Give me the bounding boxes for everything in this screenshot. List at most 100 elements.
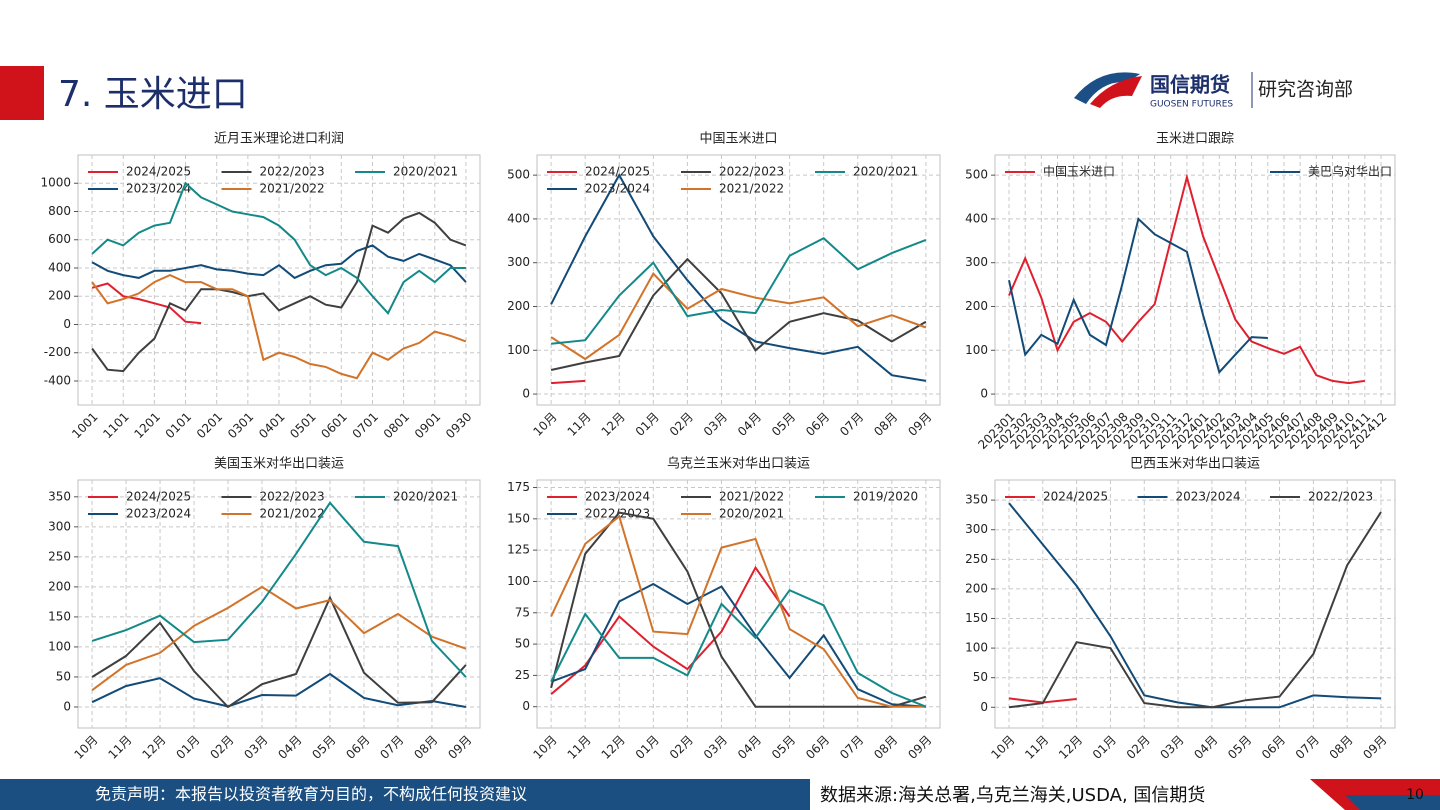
x-tick-label: 10月 [531, 733, 560, 762]
series-line [550, 511, 927, 708]
y-tick-label: 400 [965, 211, 988, 225]
x-tick-label: 11月 [565, 733, 594, 762]
y-tick-label: 500 [965, 168, 988, 182]
y-tick-label: 175 [507, 480, 530, 494]
y-tick-label: 350 [965, 493, 988, 507]
y-tick-label: 350 [48, 489, 71, 503]
y-tick-label: 300 [507, 255, 530, 269]
x-tick-label: 09月 [445, 733, 474, 762]
x-tick-label: 10月 [71, 733, 100, 762]
logo-en: GUOSEN FUTURES [1150, 100, 1233, 110]
x-tick-label: 05月 [309, 733, 338, 762]
x-tick-label: 02月 [1124, 733, 1153, 762]
x-tick-label: 05月 [1225, 733, 1254, 762]
series-line [550, 582, 926, 708]
x-tick-label: 03月 [701, 410, 730, 439]
legend-label: 2022/2023 [1308, 490, 1373, 504]
series-line [91, 244, 467, 283]
x-tick-label: 06月 [803, 733, 832, 762]
x-tick-label: 09月 [905, 733, 934, 762]
data-source: 数据来源:海关总署,乌克兰海关,USDA, 国信期货 [820, 785, 1205, 806]
y-tick-label: 125 [507, 543, 530, 557]
legend-label: 2019/2020 [853, 490, 918, 504]
y-tick-label: 150 [965, 611, 988, 625]
x-tick-label: 12月 [599, 733, 628, 762]
series-line [550, 272, 927, 361]
series-line [550, 173, 927, 382]
legend-label: 2023/2024 [1176, 490, 1241, 504]
legend-label: 2023/2024 [126, 182, 191, 196]
y-tick-label: 200 [965, 581, 988, 595]
legend-label: 2024/2025 [1043, 490, 1108, 504]
y-tick-label: 200 [48, 579, 71, 593]
y-tick-label: -200 [44, 345, 71, 359]
legend-label: 美巴乌对华出口 [1308, 164, 1392, 179]
x-tick-label: 0201 [194, 410, 225, 441]
y-tick-label: 150 [507, 511, 530, 525]
x-tick-label: 04月 [735, 733, 764, 762]
y-tick-label: 300 [965, 255, 988, 269]
x-tick-label: 0930 [443, 410, 474, 441]
y-tick-label: 500 [507, 168, 530, 182]
chart-title: 巴西玉米对华出口装运 [1130, 457, 1260, 472]
x-tick-label: 03月 [241, 733, 270, 762]
legend-label: 2021/2022 [260, 182, 325, 196]
y-tick-label: 150 [48, 609, 71, 623]
legend-label: 2024/2025 [585, 165, 650, 179]
x-tick-label: 01月 [633, 733, 662, 762]
x-tick-label: 1101 [100, 410, 131, 441]
x-tick-label: 07月 [837, 733, 866, 762]
title-bar [0, 66, 44, 120]
x-tick-label: 06月 [1259, 733, 1288, 762]
y-tick-label: 200 [48, 289, 71, 303]
logo-cn: 国信期货 [1150, 73, 1230, 97]
y-tick-label: 200 [507, 299, 530, 313]
chart-title: 乌克兰玉米对华出口装运 [667, 456, 810, 472]
chart-title: 美国玉米对华出口装运 [214, 457, 344, 472]
chart: 美国玉米对华出口装运 0 50 100 150 200 250 300 350 10月 11月 12月… [48, 457, 481, 762]
x-tick-label: 02月 [667, 410, 696, 439]
page-number: 10 [1406, 787, 1424, 803]
x-tick-label: 12月 [139, 733, 168, 762]
x-tick-label: 0401 [256, 410, 287, 441]
series-line [91, 672, 467, 708]
y-tick-label: 50 [973, 670, 988, 684]
chart-title: 玉米进口跟踪 [1156, 132, 1234, 147]
x-tick-label: 0301 [225, 410, 256, 441]
x-tick-label: 08月 [1327, 733, 1356, 762]
y-tick-label: 200 [965, 299, 988, 313]
x-tick-label: 1001 [69, 410, 100, 441]
series-line [91, 595, 467, 709]
x-tick-label: 01月 [173, 733, 202, 762]
series-line [91, 274, 467, 380]
y-tick-label: 25 [515, 668, 530, 682]
legend-label: 2023/2024 [585, 490, 650, 504]
series-line [550, 236, 927, 345]
x-tick-label: 08月 [411, 733, 440, 762]
legend-label: 2020/2021 [853, 165, 918, 179]
x-tick-label: 0701 [350, 410, 381, 441]
legend-label: 2021/2022 [719, 490, 784, 504]
y-tick-label: 0 [980, 700, 988, 714]
series-line [550, 514, 926, 708]
x-tick-label: 12月 [1056, 733, 1085, 762]
x-tick-label: 07月 [377, 733, 406, 762]
chart-title: 近月玉米理论进口利润 [214, 132, 344, 147]
x-tick-label: 04月 [275, 733, 304, 762]
y-tick-label: 0 [522, 387, 530, 401]
y-tick-label: 100 [965, 641, 988, 655]
legend-label: 2023/2024 [126, 507, 191, 521]
y-tick-label: 50 [515, 637, 530, 651]
x-tick-label: 10月 [531, 410, 560, 439]
series-line [1008, 173, 1365, 385]
legend-label: 2023/2024 [585, 182, 650, 196]
x-tick-label: 10月 [988, 733, 1017, 762]
x-tick-label: 01月 [1090, 733, 1119, 762]
series-line [91, 282, 202, 325]
legend-label: 2024/2025 [126, 490, 191, 504]
legend-label: 中国玉米进口 [1043, 164, 1115, 179]
series-line [551, 379, 586, 385]
series-line [1008, 511, 1382, 709]
